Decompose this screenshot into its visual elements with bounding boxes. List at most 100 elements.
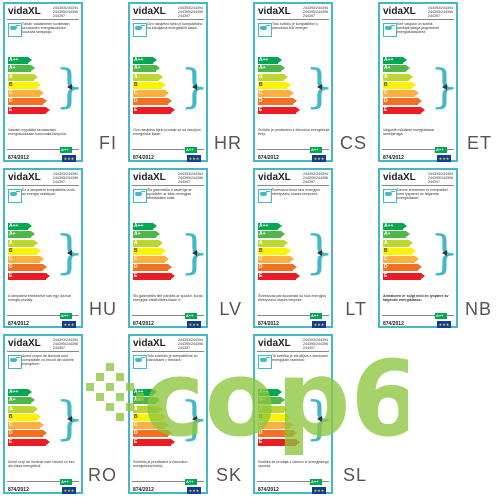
energy-class-scale: A++ A+ A B C D E [8,223,50,281]
sold-with-text: Svietidlo je predávané s žiarovkou energ… [133,460,188,469]
compatibility-text: Šis gaismeklis ir saderīgs ar spuldzēm a… [147,188,192,201]
energy-class-bar: B [383,247,416,255]
language-code: FI [99,133,117,153]
energy-class-scale: A++ A+ A B C D E [133,57,175,115]
compatibility-brace-icon: } [55,59,85,113]
energy-class-bar: A [258,73,288,81]
energy-label: vidaXL 244393/244394 244395/244396 244397 Ov… [128,2,209,162]
energy-class-bar: C [133,90,169,98]
energy-label-cell: vidaXL 244393/244394 244395/244396 244397 To… [250,0,375,166]
energy-class-bar: A+ [258,65,285,73]
divider [132,149,204,150]
eu-flag-icon: ★★★ [187,155,201,162]
divider [257,481,329,482]
lamp-icon [258,189,272,203]
pointer-arrow-icon [317,416,322,422]
energy-class-bar: B [8,413,41,421]
regulation-number: 874/2012 [258,487,279,493]
pointer-arrow-icon [192,250,197,256]
energy-label-cell: vidaXL 244393/244394 244395/244396 244397 Ši… [125,166,250,332]
compatibility-text: See valgusti on sobilik lambipirnidega j… [397,22,439,35]
included-class-badge: A++ [60,479,72,485]
energy-class-scale: A++ A+ A B C D E [133,389,175,447]
language-code: SK [215,465,242,485]
sold-with-text: A lámpatest értékesítve van egy izzóval … [8,294,71,303]
energy-label-cell: vidaXL 244393/244394 244395/244396 244397 Ov… [125,0,250,166]
energy-class-bar: A+ [133,397,160,405]
model-numbers: 244393/244394 244395/244396 244397 [303,338,328,351]
language-code: CS [339,133,367,153]
energy-label: vidaXL 244393/244394 244395/244396 244397 Ta… [253,334,334,494]
lamp-icon [133,189,147,203]
energy-class-scale: A++ A+ A B C D E [383,223,425,281]
energy-class-bar: A [383,73,413,81]
energy-class-scale: A++ A+ A B C D E [8,57,50,115]
pointer-arrow-icon [317,84,322,90]
energy-class-bar: D [258,264,297,272]
energy-class-bar: A [8,239,38,247]
energy-class-bar: C [383,256,419,264]
regulation-number: 874/2012 [133,487,154,493]
eu-flag-icon: ★★★ [62,487,76,494]
energy-class-bar: A [8,405,38,413]
energy-class-bar: B [133,247,166,255]
energy-label: vidaXL 244393/244394 244395/244396 244397 Ši… [128,168,210,328]
energy-class-bar: E [133,272,175,280]
energy-label-cell: vidaXL 244393/244394 244395/244396 244397 Ta… [250,332,375,498]
energy-label: vidaXL 244393/244394 244395/244396 244397 To… [128,334,209,494]
included-class-badge: A++ [185,313,197,319]
model-numbers: 244393/244394 244395/244396 244397 [53,338,78,351]
divider [132,315,204,316]
energy-class-bar: E [383,272,425,280]
energy-class-bar: A+ [8,65,35,73]
energy-class-bar: A++ [8,389,32,396]
compatibility-brace-icon: } [305,59,335,113]
regulation-number: 874/2012 [8,155,29,161]
brand-name: vidaXL [8,338,41,349]
lamp-icon [8,189,22,203]
brand-name: vidaXL [258,172,291,183]
included-class-badge: A++ [60,147,72,153]
sold-with-text: Acest corp de iluminat este vândut cu be… [8,460,75,469]
energy-class-bar: E [133,106,175,114]
model-numbers: 244393/244394 244395/244396 244397 [428,6,453,19]
energy-class-bar: A++ [133,223,157,230]
energy-label: vidaXL 244393/244394 244395/244396 244397 Se… [378,2,459,162]
energy-class-bar: A++ [383,223,407,230]
energy-class-bar: B [258,81,291,89]
compatibility-brace-icon: } [180,225,210,279]
energy-label-cell: vidaXL 244393/244394 244395/244396 244397 Se… [375,0,500,166]
compatibility-text: Ez a lámpatest kompatibilis izzók az ene… [22,188,75,197]
energy-class-bar: C [8,422,44,430]
lamp-icon [133,355,147,369]
lamp-icon [258,23,272,37]
energy-class-bar: A+ [258,231,285,239]
pointer-arrow-icon [67,84,72,90]
energy-label-cell: vidaXL 244393/244394 244395/244396 244397 De… [375,166,500,332]
energy-class-bar: A+ [258,397,285,405]
included-class-badge: A++ [60,313,72,319]
included-class-badge: A++ [185,479,197,485]
energy-class-bar: C [8,256,44,264]
lamp-icon [383,23,397,37]
regulation-number: 874/2012 [383,155,404,161]
sold-with-text: Svítidlo je prodáváno s žárovkou energet… [258,128,330,137]
brand-name: vidaXL [133,172,166,183]
brand-name: vidaXL [383,172,416,183]
energy-class-bar: A++ [383,57,407,64]
divider [7,315,79,316]
energy-class-bar: D [383,98,422,106]
eu-flag-icon: ★★★ [187,487,201,494]
energy-class-bar: D [133,98,172,106]
energy-class-bar: A [133,405,163,413]
energy-class-bar: A++ [133,389,157,396]
energy-class-bar: E [133,438,175,446]
compatibility-brace-icon: } [55,225,85,279]
included-class-badge: A++ [310,147,322,153]
sold-with-text: Valaisin myydään seuraavaan energialuokk… [8,128,67,137]
energy-class-bar: B [383,81,416,89]
energy-class-bar: D [8,264,47,272]
compatibility-brace-icon: } [430,225,460,279]
divider [382,19,454,20]
